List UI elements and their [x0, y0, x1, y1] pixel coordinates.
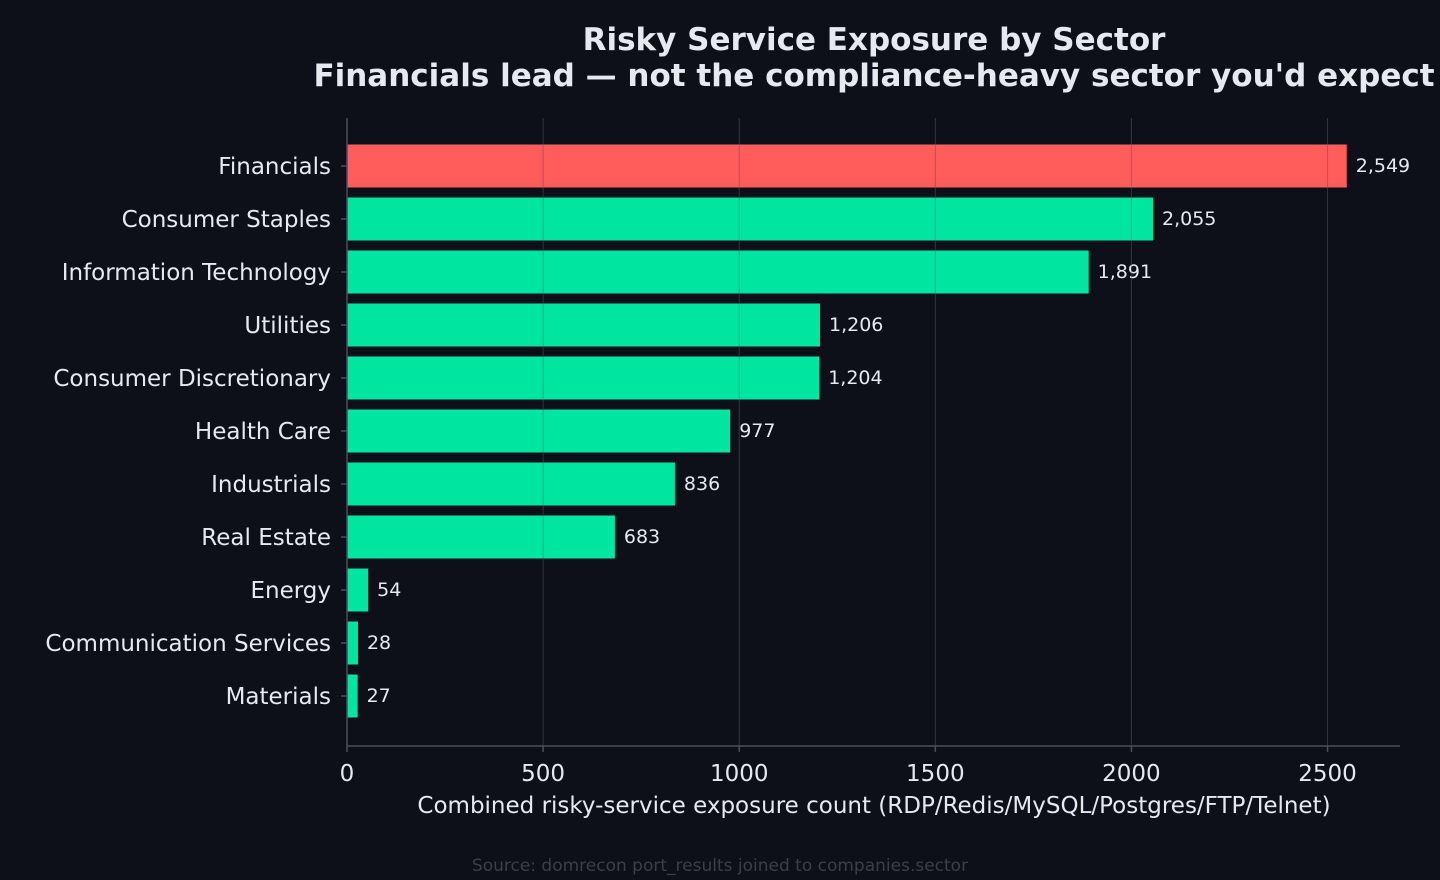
category-label: Health Care: [195, 419, 331, 445]
value-label: 28: [367, 632, 391, 654]
category-label: Real Estate: [201, 525, 331, 551]
bar-consumer-staples: [347, 197, 1153, 241]
value-label: 1,206: [829, 314, 883, 336]
bar-materials: [347, 674, 358, 718]
value-label: 2,055: [1162, 208, 1216, 230]
x-tick-label: 1500: [906, 761, 965, 787]
value-label: 1,204: [828, 367, 882, 389]
bar-real-estate: [347, 515, 615, 559]
category-label: Consumer Staples: [122, 207, 331, 233]
value-label: 54: [377, 579, 401, 601]
chart-title: Risky Service Exposure by Sector: [583, 22, 1167, 58]
category-label: Financials: [218, 154, 331, 180]
bar-financials: [347, 144, 1347, 188]
chart-subtitle: Financials lead — not the compliance-hea…: [313, 58, 1434, 94]
value-label: 1,891: [1098, 261, 1152, 283]
value-label: 977: [739, 420, 775, 442]
bar-information-technology: [347, 250, 1089, 294]
bar-energy: [347, 568, 369, 612]
value-label: 2,549: [1356, 155, 1410, 177]
x-tick-label: 500: [521, 761, 565, 787]
category-label: Energy: [250, 578, 331, 604]
category-label: Consumer Discretionary: [53, 366, 331, 392]
x-tick-label: 2000: [1102, 761, 1161, 787]
x-tick-label: 1000: [710, 761, 769, 787]
x-tick-label: 2500: [1298, 761, 1357, 787]
x-axis-label: Combined risky-service exposure count (R…: [417, 793, 1330, 819]
category-label: Information Technology: [62, 260, 331, 286]
axes: 0 500 1000 1500 2000 2500 Financials Consumer S…: [45, 118, 1400, 787]
bar-utilities: [347, 303, 821, 347]
value-label: 683: [624, 526, 660, 548]
value-label: 836: [684, 473, 720, 495]
bar-consumer-discretionary: [347, 356, 820, 400]
bar-communication-services: [347, 621, 358, 665]
category-label: Materials: [226, 684, 331, 710]
bars: 2,549 2,055 1,891 1,206 1,204 977 836 683 54 28 27: [347, 118, 1410, 746]
category-label: Utilities: [244, 313, 331, 339]
value-label: 27: [367, 685, 391, 707]
source-note: Source: domrecon port_results joined to …: [472, 856, 968, 876]
x-tick-label: 0: [340, 761, 355, 787]
category-label: Communication Services: [45, 631, 331, 657]
category-label: Industrials: [211, 472, 331, 498]
bar-health-care: [347, 409, 731, 453]
bar-industrials: [347, 462, 675, 506]
